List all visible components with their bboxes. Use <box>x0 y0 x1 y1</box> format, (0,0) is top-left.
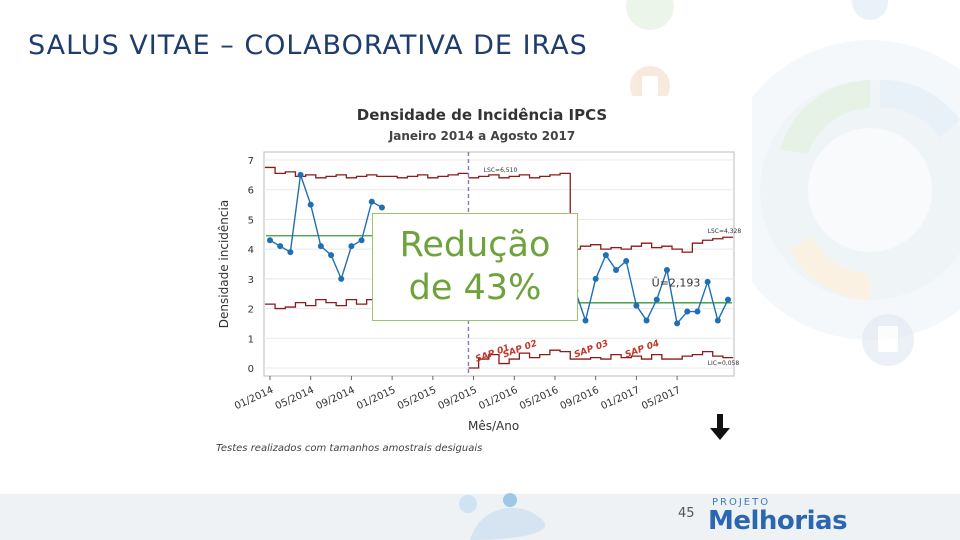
x-tick-label: 09/2015 <box>437 385 479 413</box>
x-tick-label: 01/2014 <box>233 385 275 413</box>
x-tick-label: 05/2015 <box>396 385 438 413</box>
data-point <box>643 317 650 324</box>
slide-title: SALUS VITAE – COLABORATIVA DE IRAS <box>28 30 588 61</box>
reduction-callout: Redução de 43% <box>372 213 578 321</box>
x-tick-label: 05/2017 <box>640 385 682 413</box>
x-tick-label: 09/2016 <box>559 385 601 413</box>
lcl-line-phase2 <box>468 349 734 369</box>
document-icon <box>862 314 914 366</box>
ucl-line-phase1 <box>264 166 469 179</box>
logo-caption: PROJETO <box>712 497 771 508</box>
data-point <box>623 258 630 265</box>
plot-frame <box>263 151 735 377</box>
x-axis-label: Mês/Ano <box>468 419 520 433</box>
x-tick-label: 01/2016 <box>477 385 519 413</box>
y-tick-label: 3 <box>248 275 254 286</box>
phase-label: SAP 04 <box>624 339 661 361</box>
y-tick-label: 6 <box>248 186 254 197</box>
pencil-icon <box>626 0 674 30</box>
ucl-line-phase2 <box>468 172 734 253</box>
y-tick-label: 1 <box>248 334 254 345</box>
data-point <box>714 317 721 324</box>
data-point <box>317 243 324 250</box>
x-tick-label: 05/2014 <box>274 385 316 413</box>
limit-annotation: LIC=0,058 <box>708 360 740 367</box>
x-tick-label: 05/2016 <box>518 385 560 413</box>
logo-wordmark: Melhorias <box>708 506 848 536</box>
limit-annotation: LSC=4,328 <box>708 228 742 235</box>
data-point <box>328 252 335 259</box>
data-point <box>378 204 385 211</box>
data-point <box>653 296 660 303</box>
chart-subtitle: Janeiro 2014 a Agosto 2017 <box>388 129 575 143</box>
data-point <box>725 296 731 303</box>
x-tick-label: 01/2015 <box>355 385 397 413</box>
limit-annotation: Ū=2,193 <box>652 276 701 289</box>
y-tick-label: 0 <box>248 364 254 375</box>
circular-infographic-decoration <box>720 40 960 340</box>
x-tick-label: 09/2014 <box>314 385 356 413</box>
data-point <box>297 171 304 178</box>
data-point <box>338 275 345 282</box>
data-point <box>663 266 670 273</box>
footnote: Testes realizados com tamanhos amostrais… <box>216 443 483 454</box>
data-point <box>368 198 375 205</box>
data-point <box>287 249 294 256</box>
reduction-callout-text: Redução de 43% <box>399 225 551 308</box>
check-icon <box>852 0 888 20</box>
y-tick-label: 7 <box>248 156 254 167</box>
y-axis-label: Densidade incidência <box>217 200 231 328</box>
chart-title: Densidade de Incidência IPCS <box>357 106 607 124</box>
data-point <box>582 317 589 324</box>
x-tick-label: 01/2017 <box>599 385 641 413</box>
data-point <box>684 308 691 315</box>
page-number: 45 <box>678 506 695 521</box>
data-point <box>277 243 284 250</box>
footer-wave-decoration <box>0 493 960 540</box>
data-point <box>267 237 273 244</box>
data-point <box>602 252 609 259</box>
data-point <box>307 201 314 208</box>
data-point <box>694 308 701 315</box>
y-tick-label: 2 <box>248 305 254 316</box>
down-arrow-icon <box>710 414 730 440</box>
y-tick-label: 4 <box>248 245 254 256</box>
limit-annotation: LSC=6,510 <box>484 167 518 174</box>
control-chart: Densidade de Incidência IPCS Janeiro 2014… <box>217 106 742 413</box>
data-point <box>633 302 640 309</box>
data-point <box>358 237 365 244</box>
data-point <box>613 266 620 273</box>
data-point <box>348 243 355 250</box>
data-point <box>704 278 711 285</box>
y-tick-label: 5 <box>248 215 254 226</box>
data-point <box>674 320 681 327</box>
data-point <box>592 275 599 282</box>
